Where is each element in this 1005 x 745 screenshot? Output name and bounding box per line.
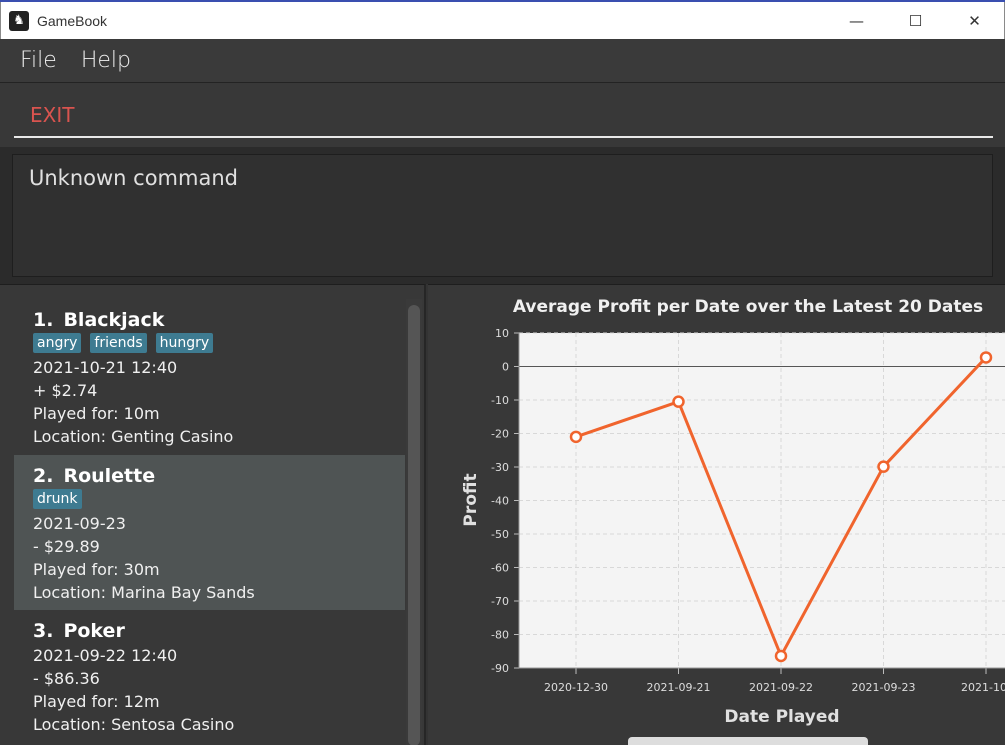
data-point [877,460,890,473]
close-button[interactable]: ✕ [968,11,981,30]
list-scrollbar[interactable] [408,305,420,745]
game-list-panel[interactable]: 1. Blackjack angry friends hungry 2021-10-21 … [0,284,426,745]
chart-title: Average Profit per Date over the Latest … [513,297,983,317]
game-card[interactable]: 2. Roulette drunk 2021-09-23 - $29.89 Played … [14,455,405,610]
y-tick-label: -30 [491,461,509,474]
y-tick-label: -40 [491,495,509,508]
command-input[interactable]: EXIT [30,103,75,127]
x-tick-label: 2021-09-21 [647,681,711,694]
chart-horizontal-scrollbar[interactable] [628,737,868,745]
data-point [672,395,685,408]
game-location: Location: Sentosa Casino [33,715,235,734]
x-tick-label: 2021-09-23 [852,681,916,694]
y-tick-label: 0 [502,361,509,374]
x-tick-label: 2020-12-30 [544,681,608,694]
game-datetime: 2021-10-21 12:40 [33,358,178,377]
y-tick-label: -10 [491,394,509,407]
y-tick-label: -60 [491,562,509,575]
tag-list: drunk [33,489,82,509]
menu-file[interactable]: File [20,48,57,73]
tag-list: angry friends hungry [33,333,214,353]
tag-badge: friends [90,333,147,353]
window-controls: — ☐ ✕ [827,2,1004,39]
menu-bar: File Help [0,39,1005,83]
minimize-button[interactable]: — [849,11,864,30]
y-tick-label: 10 [495,327,509,340]
chart-panel: 10 0 -10 -20 -30 -40 -50 -60 -70 -80 -90 2020-12-30… [428,284,1005,745]
y-tick-label: -20 [491,428,509,441]
y-tick-label: -80 [491,629,509,642]
data-point [774,649,788,663]
game-datetime: 2021-09-22 12:40 [33,646,178,665]
game-name: Roulette [63,465,156,487]
game-name: Poker [63,620,125,642]
main-panel: 1. Blackjack angry friends hungry 2021-10-21 … [0,284,1005,745]
game-location: Location: Marina Bay Sands [33,583,255,602]
result-display: Unknown command [12,154,993,277]
game-title: 1. Blackjack [33,309,164,331]
y-tick-label: -70 [491,595,509,608]
game-location: Location: Genting Casino [33,427,234,446]
game-title: 2. Roulette [33,465,155,487]
game-profit: - $86.36 [33,669,100,688]
profit-chart: 10 0 -10 -20 -30 -40 -50 -60 -70 -80 -90 2020-12-30… [461,297,1005,727]
y-axis-label: Profit [461,473,481,526]
data-point [979,351,993,364]
title-bar[interactable]: ♞ GameBook — ☐ ✕ [0,2,1005,39]
command-box[interactable]: EXIT [0,83,1005,147]
game-card[interactable]: 3. Poker 2021-09-22 12:40 - $86.36 Played fo… [14,610,405,745]
game-index: 2. [33,465,54,487]
data-point [569,430,583,444]
result-text: Unknown command [29,166,238,190]
game-duration: Played for: 10m [33,404,160,423]
menu-help[interactable]: Help [80,48,131,73]
game-name: Blackjack [63,309,165,331]
tag-badge: angry [33,333,82,353]
window-top-strip [0,0,1005,3]
maximize-button[interactable]: ☐ [908,11,923,30]
game-profit: + $2.74 [33,381,98,400]
game-duration: Played for: 12m [33,692,160,711]
game-index: 1. [33,309,54,331]
window-title: GameBook [37,12,108,29]
tag-badge: hungry [155,333,214,353]
game-title: 3. Poker [33,620,125,642]
command-underline [14,136,993,138]
x-tick-label: 2021-09-22 [749,681,813,694]
y-tick-label: -90 [491,662,509,675]
y-tick-label: -50 [491,528,509,541]
game-profit: - $29.89 [33,537,100,556]
game-datetime: 2021-09-23 [33,514,126,533]
x-tick-label: 2021-10- [961,681,1005,694]
game-duration: Played for: 30m [33,560,160,579]
x-axis-label: Date Played [724,707,839,727]
app-logo-icon: ♞ [9,10,29,31]
game-card[interactable]: 1. Blackjack angry friends hungry 2021-10-21 … [14,299,405,454]
game-index: 3. [33,620,54,642]
tag-badge: drunk [33,489,82,509]
